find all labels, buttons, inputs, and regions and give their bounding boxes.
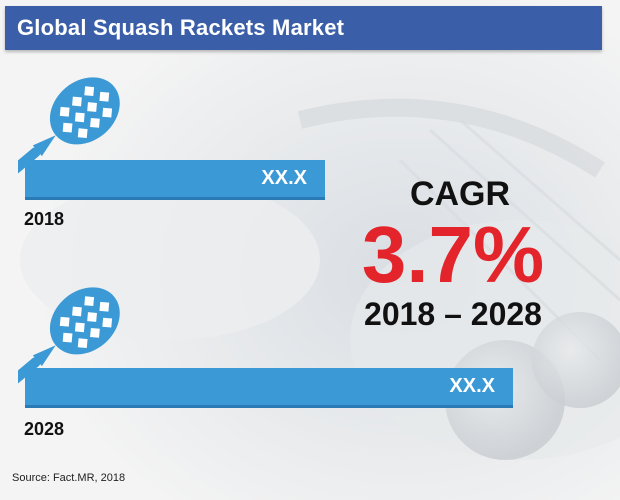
squash-racket-icon (18, 287, 120, 389)
bar-2018: XX.X (25, 160, 325, 200)
cagr-label: CAGR (409, 175, 511, 213)
page-title: Global Squash Rackets Market (17, 15, 345, 40)
year-label-2028: 2028 (24, 419, 65, 439)
year-label-2018: 2018 (24, 209, 65, 229)
bar-label-2028: XX.X (449, 375, 495, 397)
cagr-period: 2018 – 2028 (364, 296, 542, 332)
bar-2028: XX.X (25, 368, 513, 408)
source-note: Source: Fact.MR, 2018 (12, 472, 126, 484)
cagr-value: 3.7% (361, 210, 545, 299)
title-bar: Global Squash Rackets Market (5, 6, 602, 50)
bar-label-2018: XX.X (261, 167, 307, 189)
squash-racket-icon (18, 77, 120, 179)
